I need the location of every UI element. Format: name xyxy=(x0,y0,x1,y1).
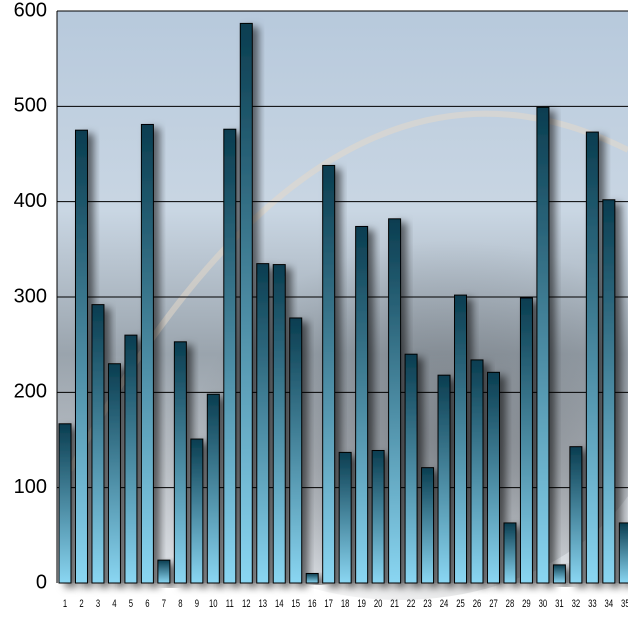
x-tick-label: 35 xyxy=(621,598,628,611)
x-tick-label: 6 xyxy=(145,598,149,611)
x-tick-label: 10 xyxy=(209,598,218,611)
x-tick-label: 30 xyxy=(539,598,548,611)
x-tick-label: 22 xyxy=(407,598,416,611)
bar xyxy=(338,451,352,584)
x-tick-label: 24 xyxy=(440,598,449,611)
x-tick-label: 3 xyxy=(96,598,100,611)
bar xyxy=(305,572,319,584)
x-tick-label: 28 xyxy=(506,598,515,611)
bar xyxy=(173,341,187,584)
x-tick-label: 21 xyxy=(390,598,399,611)
bar xyxy=(157,559,171,584)
bar xyxy=(388,218,402,584)
y-tick-label: 0 xyxy=(36,571,47,593)
bar xyxy=(355,225,369,584)
x-tick-label: 12 xyxy=(242,598,251,611)
x-tick-label: 13 xyxy=(258,598,267,611)
y-tick-label: 400 xyxy=(14,190,47,212)
bar xyxy=(454,294,468,584)
bar xyxy=(421,467,435,584)
bar xyxy=(190,438,204,584)
x-tick-label: 34 xyxy=(605,598,614,611)
bar xyxy=(552,564,566,584)
x-tick-label: 29 xyxy=(522,598,531,611)
bar xyxy=(322,164,336,584)
bar xyxy=(58,423,72,584)
y-tick-label: 600 xyxy=(14,0,47,21)
bar xyxy=(503,522,517,584)
bar xyxy=(371,449,385,584)
x-tick-label: 33 xyxy=(588,598,597,611)
bar xyxy=(536,106,550,584)
x-tick-label: 31 xyxy=(555,598,564,611)
bar xyxy=(404,353,418,584)
y-tick-label: 200 xyxy=(14,381,47,403)
y-tick-label: 300 xyxy=(14,285,47,307)
x-tick-label: 11 xyxy=(226,598,234,611)
x-tick-label: 8 xyxy=(178,598,182,611)
x-tick-label: 32 xyxy=(572,598,581,611)
x-tick-label: 17 xyxy=(324,598,333,611)
x-tick-label: 2 xyxy=(79,598,83,611)
bar xyxy=(437,374,451,584)
x-tick-label: 1 xyxy=(63,598,67,611)
bar xyxy=(289,317,303,584)
bar xyxy=(519,297,533,584)
bar xyxy=(602,199,616,584)
x-tick-label: 7 xyxy=(162,598,166,611)
x-tick-label: 20 xyxy=(374,598,383,611)
x-tick-label: 15 xyxy=(291,598,300,611)
x-tick-label: 14 xyxy=(275,598,284,611)
bar xyxy=(585,131,599,584)
x-tick-label: 4 xyxy=(112,598,116,611)
bar xyxy=(206,393,220,584)
x-tick-label: 16 xyxy=(308,598,317,611)
bar xyxy=(272,264,286,584)
bar xyxy=(107,363,121,584)
bar xyxy=(223,128,237,584)
bar xyxy=(569,446,583,584)
bar xyxy=(124,334,138,584)
bar xyxy=(486,371,500,584)
bar xyxy=(239,22,253,584)
bar xyxy=(91,304,105,584)
bar xyxy=(618,522,628,584)
bar xyxy=(74,129,88,584)
bar xyxy=(140,123,154,584)
x-tick-label: 18 xyxy=(341,598,350,611)
x-tick-label: 27 xyxy=(489,598,498,611)
x-tick-label: 9 xyxy=(195,598,199,611)
y-tick-label: 100 xyxy=(14,476,47,498)
x-tick-label: 23 xyxy=(423,598,432,611)
bar xyxy=(470,359,484,584)
bar xyxy=(256,263,270,584)
y-tick-label: 500 xyxy=(14,95,47,117)
x-tick-label: 26 xyxy=(473,598,482,611)
x-tick-label: 5 xyxy=(129,598,133,611)
x-tick-label: 25 xyxy=(456,598,465,611)
x-tick-label: 19 xyxy=(357,598,366,611)
